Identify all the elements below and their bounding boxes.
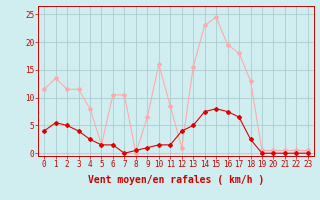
X-axis label: Vent moyen/en rafales ( km/h ): Vent moyen/en rafales ( km/h ) [88,175,264,185]
